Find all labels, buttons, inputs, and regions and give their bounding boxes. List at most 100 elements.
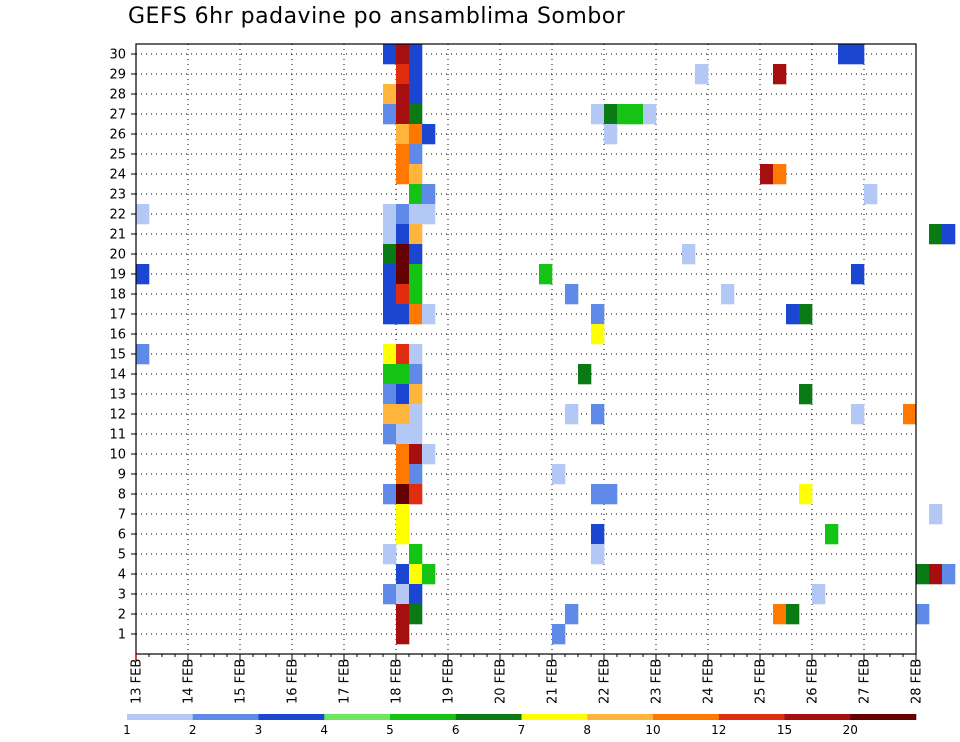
y-tick-label: 13 [109, 388, 126, 403]
legend-label: 20 [843, 723, 858, 737]
y-tick-label: 8 [118, 488, 126, 503]
y-tick-label: 22 [109, 208, 126, 223]
legend-label: 4 [320, 723, 328, 737]
precip-cell [383, 104, 397, 125]
legend-layer: 1 2 3 4 5 6 7 8 10 12 15 20 [123, 714, 917, 737]
x-tick-label: 23 FEB [650, 659, 665, 704]
precip-cell [383, 344, 397, 365]
plot-frame [135, 43, 917, 655]
legend-swatch [850, 714, 917, 720]
legend-swatch [192, 714, 259, 720]
x-tick-label: 15 FEB [234, 659, 249, 704]
x-tick-label: 20 FEB [494, 659, 509, 704]
precip-cell [409, 44, 423, 65]
precip-cell [396, 624, 410, 645]
precip-cell [396, 464, 410, 485]
precip-cell [409, 264, 423, 285]
precip-cell [409, 84, 423, 105]
precip-cell [422, 304, 436, 325]
precip-cell [409, 364, 423, 385]
precip-cell [565, 404, 579, 425]
axes-layer: 1234567891011121314151617181920212223242… [109, 43, 925, 704]
precip-cell [409, 104, 423, 125]
precip-cell [422, 204, 436, 225]
y-tick-label: 1 [118, 628, 126, 643]
precip-cell [396, 84, 410, 105]
y-tick-label: 5 [118, 548, 126, 563]
precip-cell [591, 104, 605, 125]
precip-cell [383, 244, 397, 265]
y-tick-label: 9 [118, 468, 126, 483]
legend-swatch [784, 714, 851, 720]
precip-cell [591, 484, 605, 505]
precip-cell [539, 264, 553, 285]
precip-cell [591, 524, 605, 545]
precip-cell [383, 264, 397, 285]
precip-cell [409, 384, 423, 405]
precip-cell [552, 624, 566, 645]
x-tick-label: 28 FEB [910, 659, 925, 704]
precip-cell [773, 604, 787, 625]
precip-cell [383, 484, 397, 505]
y-tick-label: 23 [109, 188, 126, 203]
precip-cell [643, 104, 657, 125]
legend-label: 2 [189, 723, 197, 737]
x-tick-label: 26 FEB [806, 659, 821, 704]
y-tick-label: 15 [109, 348, 126, 363]
precip-cell [383, 304, 397, 325]
precip-cell [578, 364, 592, 385]
precip-cell [422, 564, 436, 585]
precip-cell [682, 244, 696, 265]
legend-swatch [455, 714, 522, 720]
precip-cell [409, 304, 423, 325]
precip-cell [396, 264, 410, 285]
y-tick-label: 28 [109, 88, 126, 103]
precip-cell [409, 564, 423, 585]
precip-cell [552, 464, 566, 485]
y-tick-label: 11 [109, 428, 126, 443]
precip-cell [396, 144, 410, 165]
precip-cell [799, 304, 813, 325]
precip-cell [396, 304, 410, 325]
precip-cell [630, 104, 644, 125]
precip-cell [760, 164, 774, 185]
y-tick-label: 19 [109, 268, 126, 283]
precip-cell [396, 124, 410, 145]
legend-swatch [258, 714, 325, 720]
y-tick-label: 2 [118, 608, 126, 623]
x-tick-label: 24 FEB [702, 659, 717, 704]
precip-cell [409, 604, 423, 625]
precip-cell [916, 564, 930, 585]
precip-cell [136, 264, 150, 285]
precip-cell [721, 284, 735, 305]
precip-cell [396, 164, 410, 185]
precip-cell [773, 164, 787, 185]
precip-cell [773, 64, 787, 85]
precip-cell [409, 144, 423, 165]
y-tick-label: 26 [109, 128, 126, 143]
precip-cell [396, 344, 410, 365]
precip-cell [383, 44, 397, 65]
precip-cell [422, 444, 436, 465]
y-tick-label: 3 [118, 588, 126, 603]
precip-cell [396, 604, 410, 625]
x-tick-label: 19 FEB [442, 659, 457, 704]
legend-label: 5 [386, 723, 394, 737]
cells-layer [136, 44, 956, 645]
precip-cell [851, 264, 865, 285]
precip-cell [422, 184, 436, 205]
y-tick-label: 24 [109, 168, 126, 183]
precip-cell [591, 324, 605, 345]
precip-cell [409, 544, 423, 565]
precip-cell [383, 404, 397, 425]
precip-cell [396, 104, 410, 125]
precip-cell [799, 384, 813, 405]
precip-cell [383, 384, 397, 405]
precip-cell [409, 464, 423, 485]
precip-cell [383, 84, 397, 105]
x-tick-label: 21 FEB [546, 659, 561, 704]
precip-cell [825, 524, 839, 545]
precip-cell [864, 184, 878, 205]
legend-label: 6 [452, 723, 460, 737]
